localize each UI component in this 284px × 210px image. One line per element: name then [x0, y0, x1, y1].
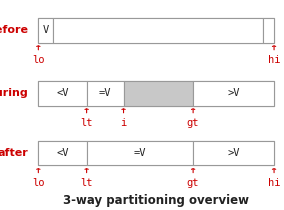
Bar	[53, 18, 263, 42]
Bar	[193, 141, 274, 165]
Bar	[38, 141, 274, 165]
Bar	[87, 141, 193, 165]
Text: =V: =V	[133, 148, 146, 158]
Text: during: during	[0, 88, 28, 98]
Bar	[38, 141, 87, 165]
Bar	[38, 81, 87, 105]
Bar	[38, 81, 274, 105]
Text: >V: >V	[227, 148, 240, 158]
Text: gt: gt	[187, 118, 199, 128]
Text: after: after	[0, 148, 28, 158]
Text: <V: <V	[56, 148, 69, 158]
Text: gt: gt	[187, 177, 199, 188]
Text: >V: >V	[227, 88, 240, 98]
Text: before: before	[0, 25, 28, 35]
Text: lo: lo	[32, 55, 45, 65]
Bar	[87, 81, 124, 105]
Text: lt: lt	[80, 177, 93, 188]
Text: lo: lo	[32, 177, 45, 188]
Text: <V: <V	[56, 88, 69, 98]
Text: hi: hi	[268, 55, 280, 65]
Bar	[124, 81, 193, 105]
Bar	[193, 81, 274, 105]
Text: V: V	[42, 25, 49, 35]
Text: lt: lt	[80, 118, 93, 128]
Text: =V: =V	[99, 88, 111, 98]
Bar	[38, 18, 274, 42]
Text: i: i	[120, 118, 127, 128]
Bar	[38, 18, 53, 42]
Bar	[263, 18, 274, 42]
Text: 3-way partitioning overview: 3-way partitioning overview	[63, 194, 249, 207]
Text: hi: hi	[268, 177, 280, 188]
